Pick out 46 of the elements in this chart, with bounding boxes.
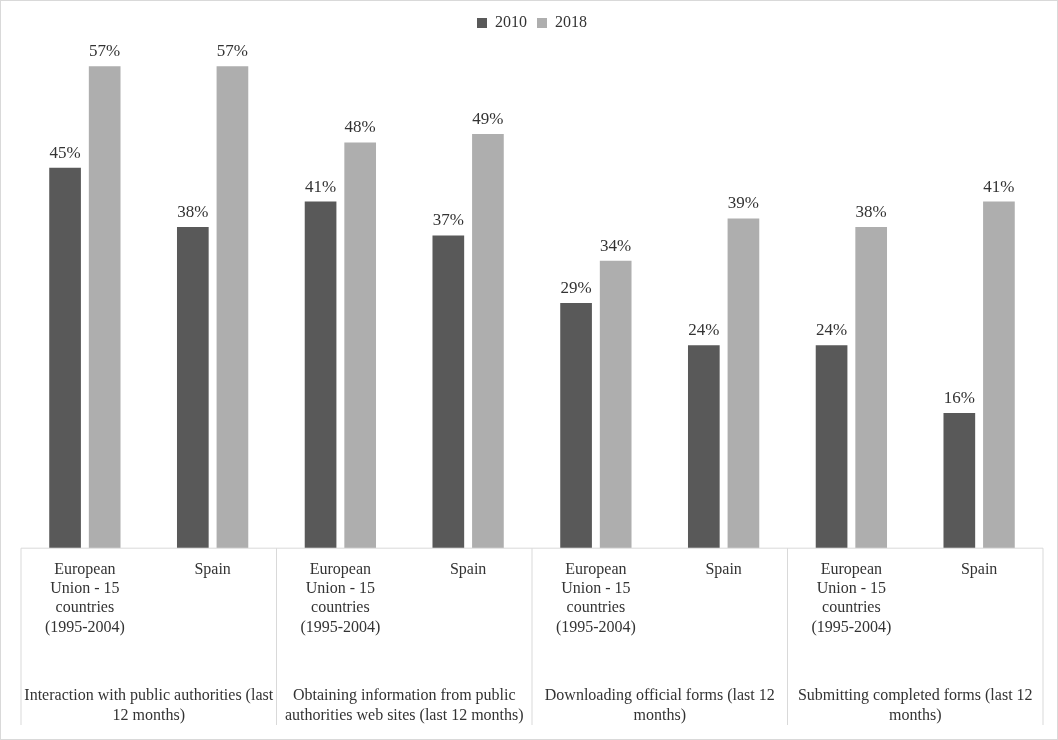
bar (176, 226, 209, 549)
bar (815, 345, 848, 549)
data-label: 45% (49, 142, 81, 162)
bar (304, 201, 337, 549)
data-label: 57% (89, 41, 121, 61)
data-label: 16% (943, 387, 975, 407)
bar (943, 412, 976, 549)
x-tick-label: Spain (449, 560, 487, 578)
data-label: 57% (216, 41, 249, 61)
bar (472, 133, 504, 549)
data-label: 37% (432, 210, 464, 230)
x-tick-label: Spain (194, 560, 231, 578)
bar (727, 218, 760, 549)
x-tick-label: European Union - 15 countries (1995-2004) (811, 560, 892, 636)
x-tick-label: European Union - 15 countries (1995-2004) (555, 560, 636, 636)
legend-label: 2010 (495, 13, 527, 31)
data-label: 41% (983, 176, 1015, 196)
data-label: 49% (472, 108, 504, 128)
text: Submitting completed forms (last 12 months) (797, 686, 1033, 725)
data-label: 24% (815, 320, 848, 340)
bar (432, 235, 465, 549)
bar (599, 260, 632, 549)
bar (216, 66, 249, 549)
legend-label: 2018 (555, 13, 587, 31)
bar (687, 345, 720, 549)
bar (88, 66, 121, 549)
text: Obtaining information from public authorities web sites (last 12 months) (284, 686, 524, 725)
bar (855, 226, 888, 549)
data-label: 34% (600, 235, 632, 255)
data-label: 38% (855, 201, 887, 221)
data-label: 41% (304, 176, 337, 196)
data-label: 38% (177, 201, 209, 221)
bar (560, 303, 592, 549)
bar (344, 142, 377, 549)
text: Interaction with public authorities (last 12 months) (24, 686, 274, 725)
x-tick-label: Spain (960, 560, 998, 578)
data-label: 39% (727, 193, 760, 213)
data-label: 24% (688, 320, 720, 340)
x-tick-label: European Union - 15 countries (1995-2004) (300, 560, 381, 636)
x-tick-label: European Union - 15 countries (1995-2004) (44, 560, 125, 636)
data-label: 48% (344, 117, 376, 137)
text: Downloading official forms (last 12 months) (544, 686, 775, 725)
bar (983, 201, 1015, 549)
x-tick-label: Spain (705, 560, 742, 578)
bar (49, 167, 81, 549)
data-label: 29% (560, 278, 592, 298)
